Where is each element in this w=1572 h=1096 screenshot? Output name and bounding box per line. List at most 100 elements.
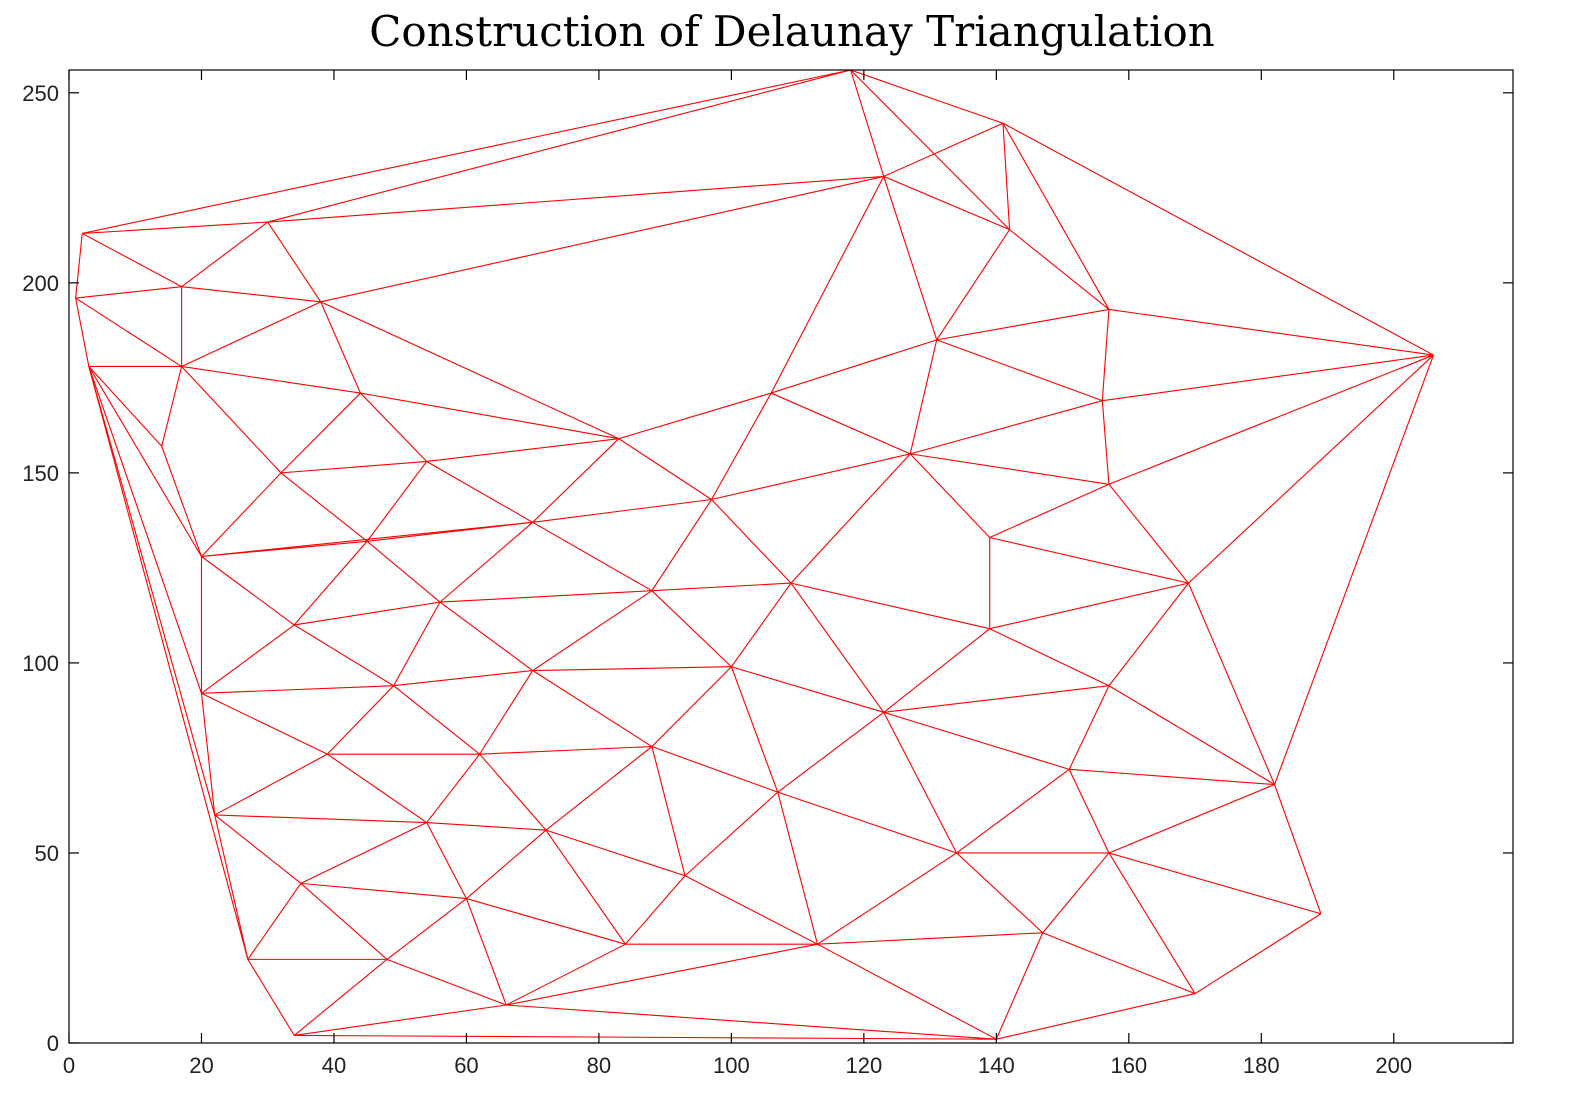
triangulation-edge <box>426 438 619 463</box>
x-tick-label: 160 <box>1110 1053 1147 1078</box>
triangulation-edge <box>214 814 249 960</box>
triangulation-edge <box>651 746 686 876</box>
triangulation-edge <box>181 366 282 474</box>
triangulation-edge <box>618 392 772 440</box>
triangulation-edge <box>214 814 302 884</box>
triangulation-edge <box>293 540 368 626</box>
triangulation-edge <box>910 453 1110 485</box>
triangulation-edge <box>995 932 1044 1040</box>
triangulation-edge <box>1187 582 1276 785</box>
triangulation-edge <box>989 536 1189 584</box>
triangulation-edge <box>684 791 779 877</box>
triangulation-edge <box>81 232 182 288</box>
triangulation-edge <box>1274 784 1322 914</box>
triangulation-edge <box>1002 122 1110 310</box>
triangulation-edge <box>479 753 547 831</box>
triangulation-edge <box>1101 309 1110 401</box>
triangulation-edge <box>624 875 686 945</box>
triangulation-edge <box>909 339 938 455</box>
x-tick-label: 40 <box>322 1053 346 1078</box>
x-tick-label: 80 <box>587 1053 611 1078</box>
triangulation-edge <box>989 483 1110 538</box>
triangulation-edge <box>88 366 216 816</box>
triangulation-edge <box>466 829 547 899</box>
triangulation-edge <box>439 601 533 671</box>
triangulation-edge <box>790 453 911 584</box>
triangulation-edge <box>360 392 428 462</box>
triangulation-edge <box>294 1004 507 1036</box>
triangulation-edge <box>1068 769 1110 854</box>
triangulation-edge <box>466 898 626 945</box>
chart-title: Construction of Delaunay Triangulation <box>369 7 1215 56</box>
triangulation-edge <box>82 221 268 234</box>
triangulation-edge <box>88 366 249 960</box>
triangulation-edge <box>1108 685 1275 786</box>
triangulation-edge <box>393 601 441 686</box>
triangulation-edge <box>426 461 533 523</box>
triangulation-edge <box>1101 400 1110 485</box>
triangulation-edge <box>1042 852 1110 934</box>
triangulation-edge <box>320 175 884 303</box>
triangulation-edge <box>201 521 533 558</box>
triangulation-edge <box>883 711 1070 770</box>
triangulation-edge <box>883 122 1004 177</box>
triangulation-edge <box>393 669 533 687</box>
triangulation-edge <box>790 582 990 630</box>
x-tick-label: 200 <box>1375 1053 1412 1078</box>
triangulation-edge <box>1002 123 1011 230</box>
triangulation-edge <box>267 221 322 303</box>
triangulation-edge <box>711 499 792 584</box>
triangulation-edge <box>936 229 1011 341</box>
triangulation-edge <box>181 286 321 303</box>
triangulation-edge <box>1194 913 1322 995</box>
triangulation-edge <box>532 666 732 672</box>
triangulation-edge <box>1009 229 1110 310</box>
triangulation-edge <box>326 685 394 755</box>
triangulation-edge <box>651 590 732 668</box>
triangulation-edge <box>300 882 388 960</box>
axis-ticks <box>68 70 1513 1044</box>
x-tick-label: 100 <box>713 1053 750 1078</box>
triangulation-edge <box>651 499 712 592</box>
triangulation-edge <box>1108 483 1189 584</box>
triangulation-edge <box>883 712 958 854</box>
triangulation-edge <box>367 521 533 542</box>
triangulation-edge <box>770 392 911 455</box>
triangulation-edge <box>181 365 361 394</box>
triangulation-edge <box>214 814 427 824</box>
y-tick-label: 100 <box>22 651 59 676</box>
triangulation-edge <box>426 753 481 823</box>
triangulation-edge <box>1188 354 1434 584</box>
x-tick-label: 120 <box>846 1053 883 1078</box>
triangulation-edge <box>1002 122 1434 356</box>
triangulation-edge <box>956 768 1070 854</box>
triangulation-edge <box>88 366 202 557</box>
triangulation-edge <box>393 685 481 755</box>
triangulation-edge <box>790 582 885 713</box>
triangulation-edge <box>293 958 388 1036</box>
triangulation-edge <box>711 453 911 501</box>
triangulation-edge <box>956 852 1044 934</box>
triangulation-edge <box>883 176 938 341</box>
triangulation-edge <box>545 746 653 831</box>
triangulation-edge <box>201 692 328 755</box>
triangulation-edge <box>770 339 937 394</box>
y-tick-label: 250 <box>22 81 59 106</box>
triangulation-edge <box>730 666 779 793</box>
triangulation-edge <box>201 556 295 626</box>
triangulation-edge <box>280 392 361 474</box>
triangulation-edge <box>201 540 368 558</box>
triangulation-edge <box>320 301 620 440</box>
triangulation-edge <box>1108 582 1189 687</box>
triangulation-edge <box>300 822 427 884</box>
triangulation-edge <box>360 392 619 440</box>
triangulation-edge <box>201 472 282 557</box>
triangulation-edge <box>651 582 792 592</box>
triangulation-edge <box>214 753 328 816</box>
triangulation-edge <box>366 540 441 603</box>
triangulation-edge <box>294 601 441 626</box>
triangulation-edge <box>181 221 269 288</box>
triangulation-edge <box>532 498 712 523</box>
triangulation-edge <box>465 898 507 1006</box>
x-tick-label: 180 <box>1243 1053 1280 1078</box>
